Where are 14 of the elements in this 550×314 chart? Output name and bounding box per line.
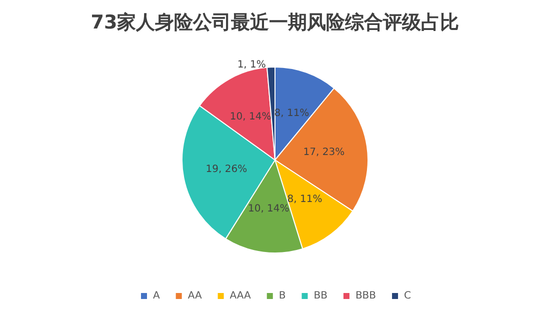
legend-label: BB	[314, 290, 328, 302]
data-label: 1, 1%	[237, 60, 266, 71]
chart-title: 73家人身险公司最近一期风险综合评级占比	[90, 12, 460, 34]
data-label: 8, 11%	[287, 194, 322, 206]
legend-label: BBB	[355, 290, 376, 302]
legend-label: A	[152, 290, 160, 302]
data-label: 10, 14%	[230, 111, 272, 122]
data-label: 10, 14%	[248, 204, 290, 215]
legend-label: AAA	[230, 290, 252, 302]
data-label: 19, 26%	[206, 164, 248, 176]
data-label: 17, 23%	[303, 147, 345, 158]
legend-label: AA	[188, 290, 202, 302]
legend-label: C	[404, 290, 412, 302]
legend-label: B	[278, 290, 286, 302]
